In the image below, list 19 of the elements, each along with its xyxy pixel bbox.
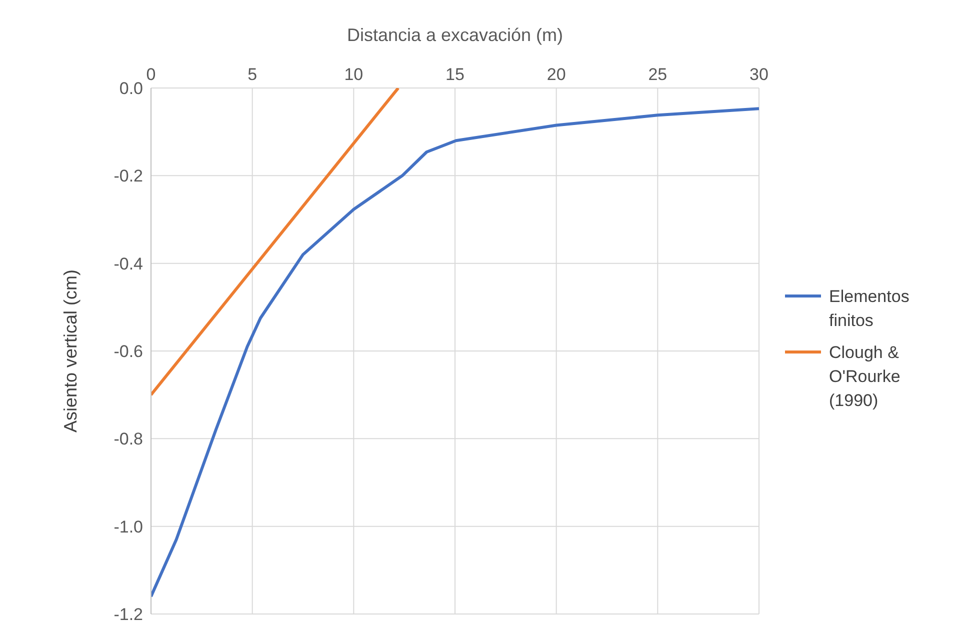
- x-tick-label: 25: [648, 65, 668, 84]
- x-tick-label: 0: [146, 65, 156, 84]
- x-axis-title: Distancia a excavación (m): [346, 24, 564, 45]
- y-tick-label: 0.0: [119, 79, 143, 98]
- x-tick-label: 5: [248, 65, 258, 84]
- y-tick-label: -0.4: [114, 254, 143, 274]
- legend-label: Elementos finitos: [829, 286, 910, 332]
- y-tick-label: -1.0: [114, 517, 143, 536]
- y-tick-label: -1.2: [114, 605, 143, 624]
- y-tick-label: -0.6: [114, 342, 143, 362]
- y-axis-title: Asiento vertical (cm): [60, 269, 80, 433]
- legend-label: Clough & O'Rourke (1990): [829, 342, 902, 412]
- line-series: [151, 107, 759, 598]
- y-tick-label: -0.2: [114, 166, 143, 186]
- x-tick-label: 20: [546, 65, 566, 84]
- x-tick-label: 30: [750, 65, 768, 84]
- y-tick-label: -0.8: [114, 430, 143, 449]
- x-tick-label: 10: [344, 65, 364, 84]
- x-tick-label: 15: [446, 65, 464, 84]
